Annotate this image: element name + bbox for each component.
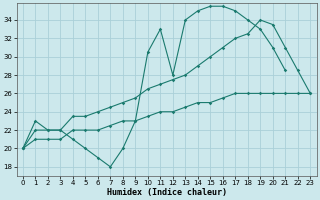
X-axis label: Humidex (Indice chaleur): Humidex (Indice chaleur) <box>107 188 227 197</box>
